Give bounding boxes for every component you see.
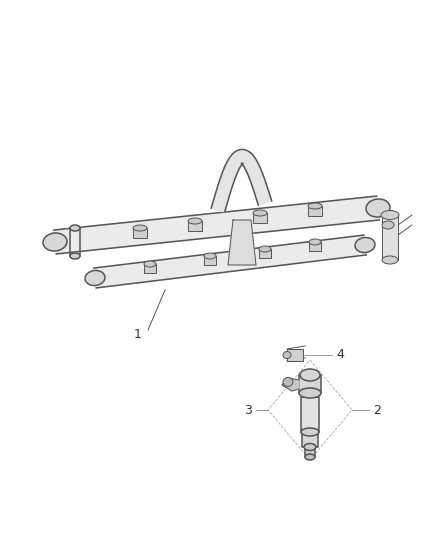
Ellipse shape bbox=[381, 211, 399, 220]
Ellipse shape bbox=[299, 388, 321, 398]
Polygon shape bbox=[211, 149, 272, 212]
Ellipse shape bbox=[355, 238, 375, 253]
Polygon shape bbox=[94, 235, 366, 288]
Ellipse shape bbox=[259, 246, 271, 252]
Text: 1: 1 bbox=[134, 328, 142, 342]
Text: 3: 3 bbox=[244, 403, 252, 416]
Bar bbox=[133, 228, 147, 238]
Ellipse shape bbox=[43, 233, 67, 251]
Ellipse shape bbox=[283, 377, 293, 386]
Ellipse shape bbox=[382, 221, 394, 229]
Bar bbox=[259, 249, 271, 258]
Bar bbox=[188, 221, 202, 231]
Ellipse shape bbox=[70, 225, 80, 231]
Ellipse shape bbox=[309, 239, 321, 245]
Bar bbox=[287, 349, 303, 361]
Bar bbox=[204, 256, 216, 265]
Text: 2: 2 bbox=[373, 403, 381, 416]
Ellipse shape bbox=[382, 256, 398, 264]
Polygon shape bbox=[54, 196, 379, 254]
Text: 4: 4 bbox=[336, 349, 344, 361]
Ellipse shape bbox=[300, 369, 320, 381]
Ellipse shape bbox=[283, 351, 291, 359]
Bar bbox=[253, 213, 267, 223]
Ellipse shape bbox=[133, 225, 147, 231]
Ellipse shape bbox=[308, 203, 322, 209]
Ellipse shape bbox=[85, 270, 105, 286]
Ellipse shape bbox=[188, 218, 202, 224]
Bar bbox=[309, 242, 321, 251]
Bar bbox=[308, 206, 322, 216]
Bar bbox=[144, 264, 156, 273]
Ellipse shape bbox=[366, 199, 390, 217]
Ellipse shape bbox=[70, 253, 80, 259]
Polygon shape bbox=[282, 378, 299, 391]
Ellipse shape bbox=[305, 454, 315, 460]
Ellipse shape bbox=[304, 443, 316, 450]
Bar bbox=[382, 215, 398, 260]
Ellipse shape bbox=[144, 261, 156, 267]
Bar bbox=[301, 397, 319, 432]
Bar bbox=[302, 432, 318, 447]
Bar bbox=[305, 447, 315, 457]
Polygon shape bbox=[228, 220, 256, 265]
Ellipse shape bbox=[301, 428, 319, 436]
Bar bbox=[299, 375, 321, 393]
Ellipse shape bbox=[253, 210, 267, 216]
Ellipse shape bbox=[204, 253, 216, 259]
